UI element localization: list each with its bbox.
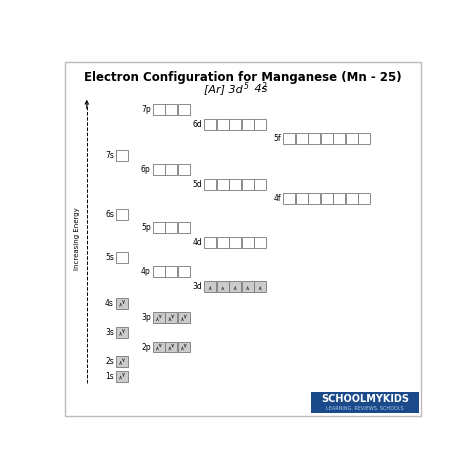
Text: 3d: 3d xyxy=(192,282,202,291)
Bar xyxy=(229,119,241,130)
Bar xyxy=(242,237,254,248)
Text: 6s: 6s xyxy=(105,210,114,219)
Bar xyxy=(346,193,357,204)
Bar xyxy=(204,119,216,130)
Text: Electron Configuration for Manganese (Mn - 25): Electron Configuration for Manganese (Mn… xyxy=(84,71,402,84)
Bar xyxy=(346,133,357,144)
Bar xyxy=(178,266,190,277)
Bar xyxy=(165,104,177,115)
Bar xyxy=(153,266,164,277)
Bar xyxy=(165,342,177,352)
FancyBboxPatch shape xyxy=(65,62,421,415)
Bar xyxy=(116,150,128,161)
Bar xyxy=(153,313,164,324)
Bar xyxy=(321,193,333,204)
Text: 5f: 5f xyxy=(273,134,281,143)
Text: 5: 5 xyxy=(244,82,248,91)
Text: Increasing Energy: Increasing Energy xyxy=(74,208,80,270)
Bar xyxy=(255,237,266,248)
Bar xyxy=(217,179,228,190)
Bar xyxy=(283,193,295,204)
Bar xyxy=(116,356,128,367)
Bar xyxy=(116,209,128,219)
Bar xyxy=(178,313,190,324)
Text: 2p: 2p xyxy=(141,342,151,351)
Bar xyxy=(165,222,177,233)
Bar xyxy=(204,179,216,190)
Bar xyxy=(229,281,241,292)
Bar xyxy=(333,193,345,204)
Bar xyxy=(333,133,345,144)
Text: 2: 2 xyxy=(263,82,267,91)
Bar xyxy=(153,222,164,233)
Text: 2s: 2s xyxy=(105,357,114,366)
Bar xyxy=(178,164,190,175)
Bar xyxy=(116,298,128,309)
Bar xyxy=(116,327,128,338)
Text: 6d: 6d xyxy=(192,120,202,129)
Text: 6p: 6p xyxy=(141,165,151,174)
Bar xyxy=(178,222,190,233)
Bar xyxy=(296,193,308,204)
Bar xyxy=(255,281,266,292)
Bar xyxy=(204,281,216,292)
Bar xyxy=(204,237,216,248)
Text: 1s: 1s xyxy=(105,372,114,381)
Text: [Ar] 3d: [Ar] 3d xyxy=(204,84,243,94)
Bar xyxy=(255,119,266,130)
Bar xyxy=(321,133,333,144)
Bar xyxy=(229,237,241,248)
Text: SCHOOLMYKIDS: SCHOOLMYKIDS xyxy=(321,394,409,403)
Text: 7p: 7p xyxy=(141,105,151,114)
Bar xyxy=(311,392,419,413)
Bar xyxy=(242,119,254,130)
Text: 4s: 4s xyxy=(251,84,267,94)
Text: 7s: 7s xyxy=(105,151,114,160)
Bar xyxy=(229,179,241,190)
Text: LEARNING. REVIEWS. SCHOOLS: LEARNING. REVIEWS. SCHOOLS xyxy=(326,406,404,411)
Bar xyxy=(165,164,177,175)
Bar xyxy=(358,133,370,144)
Bar xyxy=(217,237,228,248)
Bar xyxy=(116,252,128,263)
Text: 4s: 4s xyxy=(105,299,114,308)
Bar xyxy=(217,119,228,130)
Text: 3p: 3p xyxy=(141,314,151,323)
Bar xyxy=(116,371,128,382)
Bar xyxy=(283,133,295,144)
Bar xyxy=(178,104,190,115)
Bar xyxy=(165,313,177,324)
Text: 4f: 4f xyxy=(273,194,281,203)
Bar xyxy=(242,179,254,190)
Bar xyxy=(308,133,320,144)
Bar xyxy=(217,281,228,292)
Text: 5d: 5d xyxy=(192,180,202,189)
Bar xyxy=(153,164,164,175)
Text: 3s: 3s xyxy=(105,328,114,337)
Bar xyxy=(178,342,190,352)
Bar xyxy=(242,281,254,292)
Text: 5p: 5p xyxy=(141,223,151,232)
Bar xyxy=(153,104,164,115)
Bar xyxy=(153,342,164,352)
Text: 5s: 5s xyxy=(105,253,114,262)
Text: 4d: 4d xyxy=(192,238,202,247)
Bar xyxy=(308,193,320,204)
Bar xyxy=(255,179,266,190)
Bar xyxy=(165,266,177,277)
Text: 4p: 4p xyxy=(141,267,151,276)
Bar xyxy=(296,133,308,144)
Bar xyxy=(358,193,370,204)
